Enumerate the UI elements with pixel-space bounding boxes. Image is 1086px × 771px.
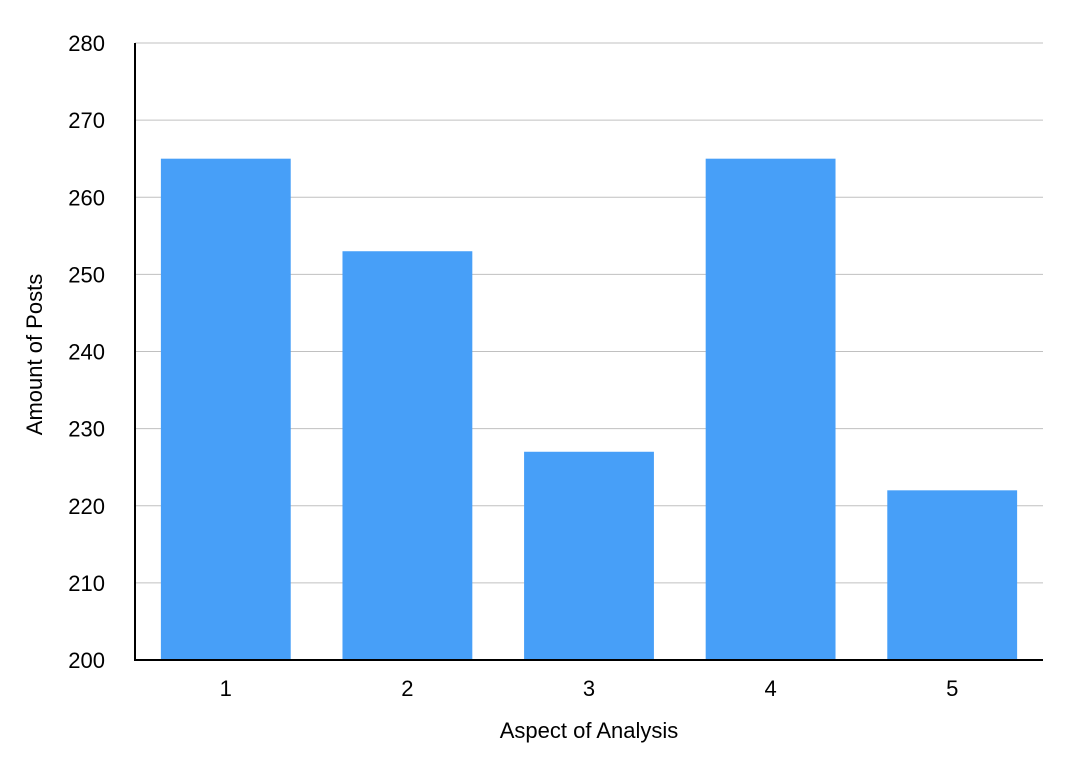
y-tick-label: 250 — [68, 262, 105, 287]
y-tick-label: 240 — [68, 340, 105, 365]
y-tick-label: 220 — [68, 494, 105, 519]
y-tick-label: 210 — [68, 571, 105, 596]
y-tick-label: 280 — [68, 31, 105, 56]
y-tick-label: 270 — [68, 108, 105, 133]
bar — [887, 490, 1018, 660]
bar — [705, 158, 836, 660]
y-tick-labels: 200 210 220 230 240 250 260 270 280 — [68, 31, 105, 673]
x-tick-label: 5 — [946, 676, 958, 701]
y-tick-label: 200 — [68, 648, 105, 673]
y-tick-label: 260 — [68, 185, 105, 210]
x-axis-title: Aspect of Analysis — [500, 718, 679, 743]
x-tick-label: 4 — [764, 676, 776, 701]
x-tick-label: 3 — [583, 676, 595, 701]
axes — [134, 43, 1043, 661]
x-tick-label: 1 — [220, 676, 232, 701]
y-axis-title: Amount of Posts — [22, 274, 47, 435]
y-tick-label: 230 — [68, 417, 105, 442]
bars — [160, 158, 1018, 661]
x-tick-label: 2 — [401, 676, 413, 701]
bar — [524, 451, 654, 660]
bar — [160, 158, 291, 660]
x-tick-labels: 1 2 3 4 5 — [220, 676, 959, 701]
bar — [342, 251, 473, 661]
